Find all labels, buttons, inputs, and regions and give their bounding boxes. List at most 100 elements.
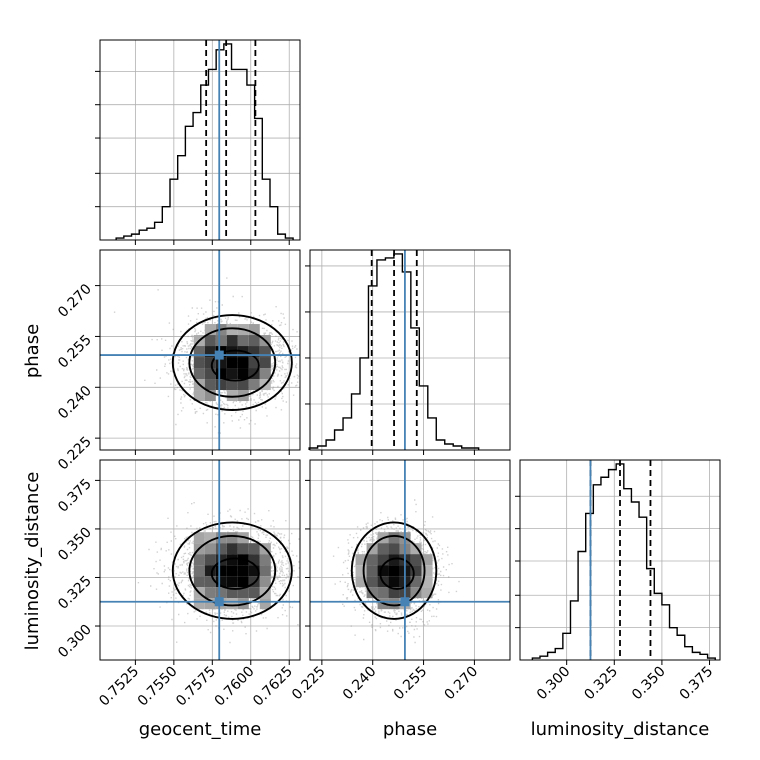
density-cell <box>410 565 422 577</box>
density-cell <box>366 576 378 588</box>
density-cell <box>204 554 216 566</box>
density-cell <box>193 368 205 380</box>
density-cell <box>259 565 271 577</box>
density-cell <box>355 576 367 588</box>
density-cell <box>237 335 249 347</box>
density-cell <box>237 576 249 588</box>
axes-frame <box>99 459 301 661</box>
density-cell <box>215 368 227 380</box>
xlabel-luminosity-distance: luminosity_distance <box>531 719 710 740</box>
density-cell <box>204 379 216 391</box>
density-cell <box>259 368 271 380</box>
density-cell <box>226 565 238 577</box>
density-cell <box>226 324 238 336</box>
histogram-phase_hist <box>308 253 480 450</box>
contour-level-1 <box>379 557 415 590</box>
density-cell <box>355 554 367 566</box>
density-cell <box>226 390 238 402</box>
density-cell <box>388 565 400 577</box>
density-cell <box>259 576 271 588</box>
density-cell <box>204 368 216 380</box>
density-cell <box>377 587 389 599</box>
density-cell <box>248 565 260 577</box>
truth-marker <box>400 597 410 607</box>
contour-level-1 <box>210 349 260 382</box>
density-cell <box>421 565 433 577</box>
density-cell <box>388 532 400 544</box>
histogram-geocent_time_hist <box>115 43 294 240</box>
density-cell <box>237 565 249 577</box>
density-cell <box>204 565 216 577</box>
density-cell <box>366 554 378 566</box>
density-cell <box>215 576 227 588</box>
density-cell <box>193 532 205 544</box>
axes-frame <box>309 459 511 661</box>
truth-marker <box>214 350 224 360</box>
density-cell <box>204 335 216 347</box>
density-cell <box>204 390 216 402</box>
density-cell <box>226 335 238 347</box>
contour-level-3 <box>350 521 438 620</box>
density-cell <box>388 543 400 555</box>
density-cell <box>366 587 378 599</box>
density-cell <box>193 357 205 369</box>
contour-level-2 <box>188 327 277 398</box>
density-cell <box>204 324 216 336</box>
density-cell <box>204 357 216 369</box>
density-cell <box>226 587 238 599</box>
density-cell <box>377 543 389 555</box>
density-cell <box>421 576 433 588</box>
density-cell <box>226 543 238 555</box>
density-cell <box>248 357 260 369</box>
panel-phase_hist <box>305 249 511 455</box>
density-cell <box>226 576 238 588</box>
density-cell <box>410 587 422 599</box>
density-cell <box>204 543 216 555</box>
density-cell <box>421 554 433 566</box>
contour-level-3 <box>171 314 293 411</box>
density-cell <box>215 554 227 566</box>
density-cell <box>237 357 249 369</box>
density-cell <box>204 346 216 358</box>
density-cell <box>237 543 249 555</box>
density-cell <box>193 565 205 577</box>
density-cell <box>204 576 216 588</box>
density-cell <box>226 357 238 369</box>
density-cell <box>410 554 422 566</box>
truth-marker <box>214 597 224 607</box>
density-cell <box>226 554 238 566</box>
density-cell <box>248 379 260 391</box>
density-cell <box>410 576 422 588</box>
contour-level-2 <box>188 534 277 607</box>
density-cell <box>193 346 205 358</box>
density-cell <box>248 587 260 599</box>
density-cell <box>248 324 260 336</box>
density-cell <box>226 368 238 380</box>
density-cell <box>226 379 238 391</box>
density-cell <box>248 554 260 566</box>
contour-level-2 <box>362 534 426 607</box>
axes-frame <box>99 249 301 451</box>
density-cell <box>215 587 227 599</box>
density-cell <box>259 554 271 566</box>
density-cell <box>248 346 260 358</box>
contour-level-1 <box>210 557 260 590</box>
density-cell <box>215 379 227 391</box>
density-cell <box>377 565 389 577</box>
density-cell <box>204 598 216 610</box>
density-cell <box>215 565 227 577</box>
density-cell <box>215 543 227 555</box>
density-cell <box>388 554 400 566</box>
density-cell <box>421 587 433 599</box>
density-cell <box>248 543 260 555</box>
density-cell <box>259 346 271 358</box>
histogram-luminosity_distance_hist <box>531 463 716 660</box>
xlabel-geocent-time: geocent_time <box>139 719 262 740</box>
density-cell <box>366 543 378 555</box>
contour-level-3 <box>171 521 293 620</box>
panel-geocent_time_hist <box>95 39 301 245</box>
axes-frame <box>309 249 511 451</box>
density-cell <box>366 565 378 577</box>
density-cell <box>237 379 249 391</box>
